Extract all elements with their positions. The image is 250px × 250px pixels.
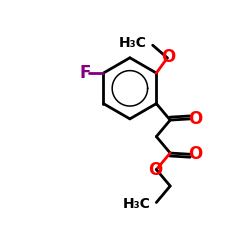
Text: O: O xyxy=(188,110,203,128)
Text: O: O xyxy=(162,48,176,66)
Text: H₃C: H₃C xyxy=(119,36,146,50)
Text: H₃C: H₃C xyxy=(122,197,150,211)
Text: O: O xyxy=(148,160,162,178)
Text: O: O xyxy=(188,145,203,163)
Text: F: F xyxy=(80,64,91,82)
